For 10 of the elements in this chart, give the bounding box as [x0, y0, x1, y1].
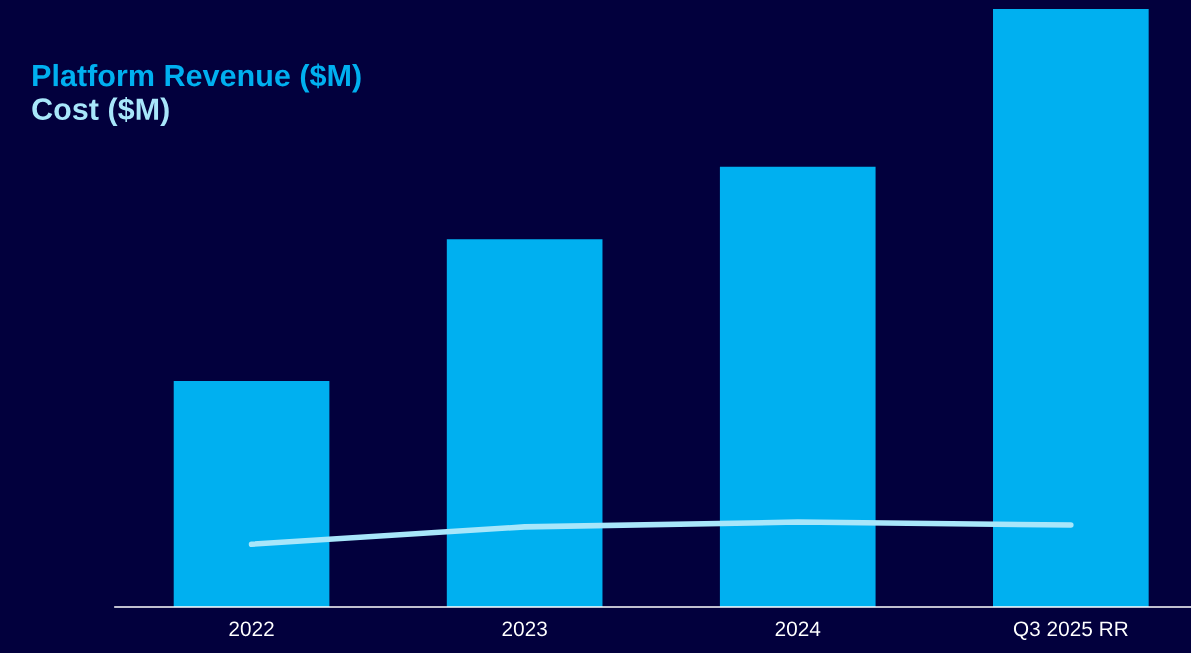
bar [446, 239, 603, 607]
text: Platform Revenue ($M) [33, 63, 361, 93]
x-tick-label: 2024 [775, 621, 821, 637]
text: Cost ($M) [32, 97, 169, 127]
bar [719, 166, 876, 607]
x-tick-label: 2023 [502, 621, 547, 637]
x-tick-label: Q3 2025 RR [1013, 621, 1128, 640]
bar [173, 380, 330, 607]
bar [993, 9, 1149, 607]
x-tick-label: 2022 [229, 621, 274, 637]
